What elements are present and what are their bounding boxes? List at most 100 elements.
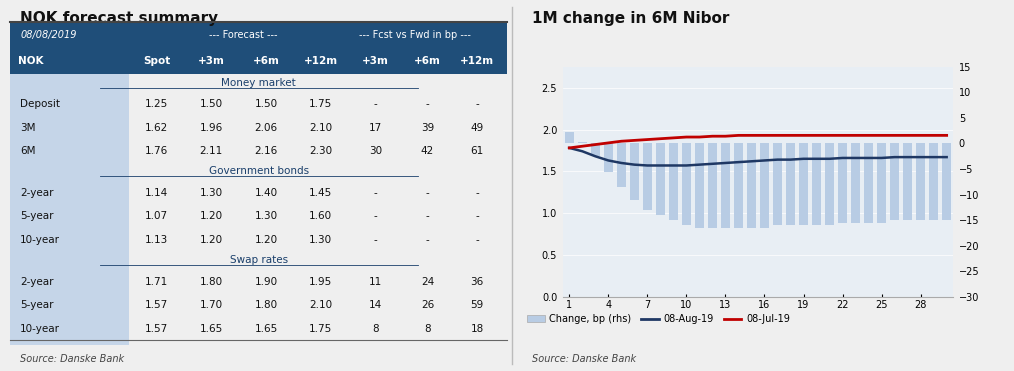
Bar	[773, 144, 782, 225]
Text: Money market: Money market	[221, 78, 296, 88]
Text: -: -	[373, 99, 377, 109]
Text: Swap rates: Swap rates	[229, 255, 288, 265]
Text: -: -	[373, 188, 377, 198]
Text: 8: 8	[372, 324, 378, 334]
Text: 1.60: 1.60	[309, 211, 333, 221]
Text: -: -	[373, 211, 377, 221]
Text: 59: 59	[470, 300, 484, 310]
Text: 3M: 3M	[20, 123, 35, 133]
Text: 17: 17	[369, 123, 382, 133]
Text: -: -	[476, 188, 479, 198]
Text: NOK forecast summary: NOK forecast summary	[20, 11, 218, 26]
Text: -: -	[476, 211, 479, 221]
Text: 2.10: 2.10	[309, 300, 333, 310]
Text: --- Fcst vs Fwd in bp ---: --- Fcst vs Fwd in bp ---	[359, 30, 472, 40]
Text: 49: 49	[470, 123, 484, 133]
Text: +6m: +6m	[252, 56, 280, 66]
FancyBboxPatch shape	[10, 48, 507, 74]
Text: 1.76: 1.76	[145, 146, 168, 156]
Text: -: -	[373, 235, 377, 245]
Text: 30: 30	[369, 146, 382, 156]
Bar	[916, 144, 925, 220]
Text: 1.45: 1.45	[309, 188, 333, 198]
Legend: Change, bp (rhs), 08-Aug-19, 08-Jul-19: Change, bp (rhs), 08-Aug-19, 08-Jul-19	[527, 314, 790, 324]
Bar	[721, 144, 730, 228]
Text: 2.30: 2.30	[309, 146, 333, 156]
Text: -: -	[426, 211, 429, 221]
Bar	[681, 144, 691, 225]
Text: 26: 26	[421, 300, 434, 310]
Text: +6m: +6m	[414, 56, 441, 66]
Text: -: -	[426, 99, 429, 109]
Bar	[617, 144, 626, 187]
Text: 8: 8	[424, 324, 431, 334]
Text: 1.62: 1.62	[145, 123, 168, 133]
Text: 1.57: 1.57	[145, 324, 168, 334]
Bar	[603, 144, 612, 171]
Text: 1.75: 1.75	[309, 324, 333, 334]
Text: 1.70: 1.70	[200, 300, 223, 310]
Text: 14: 14	[369, 300, 382, 310]
Bar	[591, 144, 600, 156]
Text: --- Forecast ---: --- Forecast ---	[210, 30, 278, 40]
Text: 2.16: 2.16	[255, 146, 278, 156]
Text: 1.50: 1.50	[255, 99, 278, 109]
Text: 5-year: 5-year	[20, 211, 54, 221]
Text: NOK: NOK	[17, 56, 43, 66]
Text: 6M: 6M	[20, 146, 35, 156]
Text: 1M change in 6M Nibor: 1M change in 6M Nibor	[532, 11, 729, 26]
Bar	[903, 144, 913, 220]
Text: 10-year: 10-year	[20, 235, 60, 245]
Text: 39: 39	[421, 123, 434, 133]
Bar	[734, 144, 743, 228]
Text: 1.13: 1.13	[145, 235, 168, 245]
FancyBboxPatch shape	[10, 48, 130, 345]
Text: 2.11: 2.11	[200, 146, 223, 156]
Text: 2.06: 2.06	[255, 123, 278, 133]
Text: 1.07: 1.07	[145, 211, 168, 221]
Text: 1.65: 1.65	[255, 324, 278, 334]
Text: Source: Danske Bank: Source: Danske Bank	[532, 354, 636, 364]
Text: 5-year: 5-year	[20, 300, 54, 310]
Bar	[669, 144, 678, 220]
Text: 08/08/2019: 08/08/2019	[20, 30, 77, 40]
Text: 1.30: 1.30	[309, 235, 333, 245]
Text: 1.80: 1.80	[200, 277, 223, 287]
Text: 1.20: 1.20	[255, 235, 278, 245]
Text: -: -	[426, 188, 429, 198]
Bar	[786, 144, 795, 225]
Bar	[643, 144, 652, 210]
Bar	[877, 144, 886, 223]
Bar	[890, 144, 899, 220]
Text: 1.96: 1.96	[200, 123, 223, 133]
Text: +12m: +12m	[460, 56, 494, 66]
Text: 2.10: 2.10	[309, 123, 333, 133]
Bar	[695, 144, 704, 228]
Text: 42: 42	[421, 146, 434, 156]
Text: 2-year: 2-year	[20, 277, 54, 287]
Text: 1.50: 1.50	[200, 99, 223, 109]
Text: 61: 61	[470, 146, 484, 156]
Bar	[630, 144, 639, 200]
Text: 1.57: 1.57	[145, 300, 168, 310]
Bar	[825, 144, 835, 225]
Text: Spot: Spot	[143, 56, 170, 66]
FancyBboxPatch shape	[10, 22, 507, 48]
Bar	[799, 144, 808, 225]
Text: +3m: +3m	[198, 56, 225, 66]
Text: 1.90: 1.90	[255, 277, 278, 287]
Text: -: -	[476, 99, 479, 109]
Bar	[578, 142, 587, 144]
Bar	[565, 132, 574, 144]
Bar	[747, 144, 756, 228]
Text: 10-year: 10-year	[20, 324, 60, 334]
Text: +12m: +12m	[303, 56, 338, 66]
Text: -: -	[426, 235, 429, 245]
Bar	[838, 144, 847, 223]
Text: 1.65: 1.65	[200, 324, 223, 334]
Text: 1.75: 1.75	[309, 99, 333, 109]
Text: Government bonds: Government bonds	[209, 166, 308, 176]
Text: 1.20: 1.20	[200, 235, 223, 245]
Text: 2-year: 2-year	[20, 188, 54, 198]
Text: 11: 11	[369, 277, 382, 287]
